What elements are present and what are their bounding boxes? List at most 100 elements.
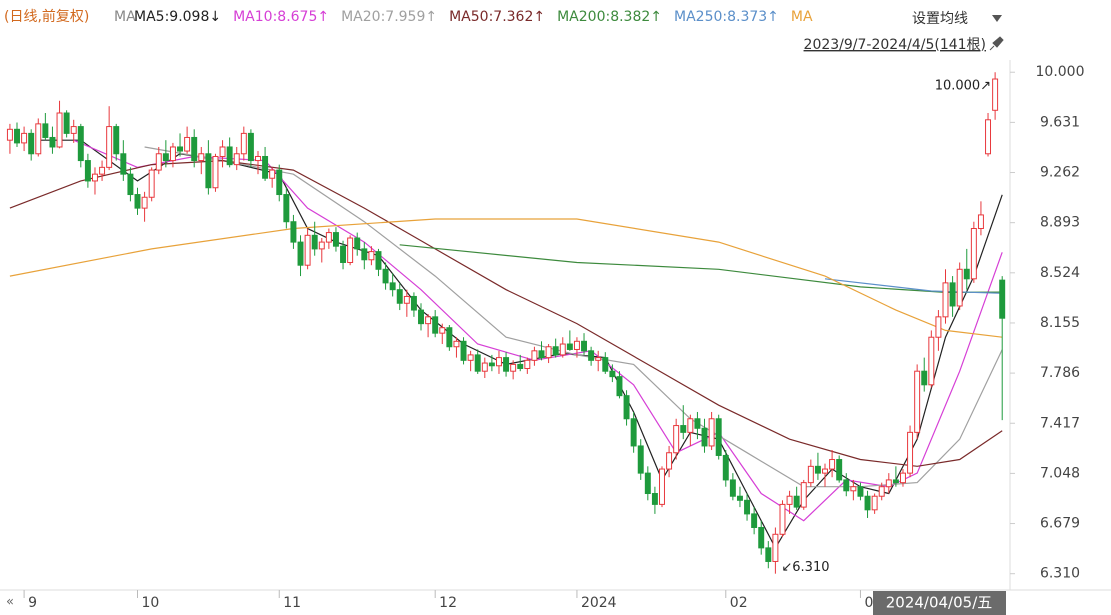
candle-body bbox=[666, 452, 673, 470]
candle-body bbox=[63, 112, 70, 134]
candle-body bbox=[843, 479, 850, 492]
candle-body bbox=[744, 499, 751, 515]
candle-body bbox=[247, 132, 254, 162]
candle-body bbox=[694, 418, 701, 429]
candle-body bbox=[616, 376, 623, 397]
candle-body bbox=[609, 370, 616, 378]
candle-body bbox=[751, 513, 758, 528]
candle-body bbox=[793, 495, 800, 508]
x-tick-label: 2024 bbox=[581, 595, 617, 611]
x-tick-label: 02 bbox=[730, 595, 748, 611]
candle-body bbox=[977, 214, 984, 230]
candle-body bbox=[559, 343, 566, 356]
legend-entry: MA200:8.382↑ bbox=[557, 9, 662, 25]
y-tick-label: 9.631 bbox=[1040, 114, 1080, 130]
settings-button[interactable]: 设置均线 bbox=[912, 11, 968, 27]
candle-body bbox=[914, 370, 921, 433]
x-tick-label: 10 bbox=[142, 595, 160, 611]
candle-body bbox=[850, 486, 857, 492]
candle-body bbox=[120, 153, 127, 175]
candle-body bbox=[715, 418, 722, 456]
candle-body bbox=[233, 153, 240, 166]
candle-body bbox=[99, 166, 106, 175]
candle-body bbox=[318, 241, 325, 250]
candle-body bbox=[623, 395, 630, 420]
candle-body bbox=[446, 327, 453, 348]
candle-body bbox=[864, 495, 871, 511]
candle-body bbox=[651, 493, 658, 505]
legend-entry: MA bbox=[791, 9, 813, 25]
x-tick-label: 12 bbox=[439, 595, 457, 611]
candle-body bbox=[510, 363, 517, 372]
candle-body bbox=[403, 295, 410, 304]
candle-body bbox=[162, 153, 169, 162]
candle-body bbox=[573, 340, 580, 350]
legend-entry: MA250:8.373↑ bbox=[674, 9, 779, 25]
range-label[interactable]: 2023/9/7-2024/4/5(141根) bbox=[804, 37, 986, 53]
candle-body bbox=[637, 445, 644, 474]
candle-body bbox=[460, 340, 467, 361]
candle-body bbox=[836, 459, 843, 481]
candle-body bbox=[276, 169, 283, 196]
candle-body bbox=[538, 350, 545, 359]
pin-icon[interactable] bbox=[989, 36, 1004, 51]
candle-body bbox=[545, 346, 552, 359]
candle-body bbox=[885, 479, 892, 488]
candle-body bbox=[410, 295, 417, 311]
candle-body bbox=[892, 479, 899, 484]
candle-body bbox=[212, 155, 219, 189]
candle-body bbox=[332, 232, 339, 247]
candle-body bbox=[963, 268, 970, 280]
candle-body bbox=[602, 357, 609, 372]
candle-body bbox=[928, 336, 935, 386]
annotation: 10.000↗ bbox=[935, 79, 991, 94]
candle-body bbox=[347, 237, 354, 263]
candle-body bbox=[822, 468, 828, 474]
candle-body bbox=[134, 194, 141, 209]
y-tick-label: 7.786 bbox=[1040, 365, 1080, 381]
candle-body bbox=[191, 136, 198, 162]
settings-bg bbox=[900, 2, 1011, 32]
legend-entry: MA5:9.098↓ bbox=[134, 9, 221, 25]
x-tick-label: 9 bbox=[28, 595, 37, 611]
candle-body bbox=[113, 126, 120, 155]
candle-body bbox=[42, 123, 49, 138]
scroll-left-icon[interactable]: « bbox=[6, 595, 14, 610]
candle-body bbox=[552, 346, 559, 356]
candle-body bbox=[283, 194, 290, 223]
candle-body bbox=[581, 340, 588, 352]
candle-body bbox=[106, 126, 113, 168]
candle-body bbox=[184, 136, 191, 152]
candle-body bbox=[375, 251, 382, 270]
candle-body bbox=[177, 146, 184, 152]
candle-body bbox=[6, 128, 13, 141]
y-tick-label: 9.262 bbox=[1040, 165, 1080, 181]
candle-body bbox=[708, 418, 715, 447]
dropdown-icon[interactable] bbox=[992, 15, 1002, 22]
current-date: 2024/04/05/五 bbox=[886, 594, 993, 612]
candle-body bbox=[439, 327, 446, 334]
candle-body bbox=[368, 251, 375, 261]
candle-body bbox=[432, 316, 439, 334]
candle-body bbox=[297, 241, 304, 266]
current-date-bg bbox=[873, 591, 1006, 615]
ma-line bbox=[144, 146, 1003, 488]
candle-body bbox=[673, 425, 680, 454]
candle-body bbox=[205, 153, 212, 189]
candle-body bbox=[35, 123, 42, 155]
candle-body bbox=[878, 486, 885, 497]
legend: MA5:9.098↓ MA10:8.675↑ MA20:7.959↑ MA50:7.3… bbox=[134, 9, 813, 25]
candle-body bbox=[418, 309, 424, 325]
candle-body bbox=[255, 155, 261, 162]
candle-body bbox=[155, 153, 162, 171]
y-tick-label: 7.048 bbox=[1040, 465, 1080, 481]
candle-body bbox=[169, 146, 176, 162]
candle-body bbox=[899, 472, 906, 484]
candle-body bbox=[340, 245, 347, 263]
candle-body bbox=[999, 279, 1006, 319]
candle-body bbox=[21, 132, 28, 144]
candle-body bbox=[857, 486, 864, 497]
legend-entry: MA50:7.362↑ bbox=[449, 9, 545, 25]
candle-body bbox=[495, 357, 502, 367]
candle-body bbox=[84, 160, 91, 182]
